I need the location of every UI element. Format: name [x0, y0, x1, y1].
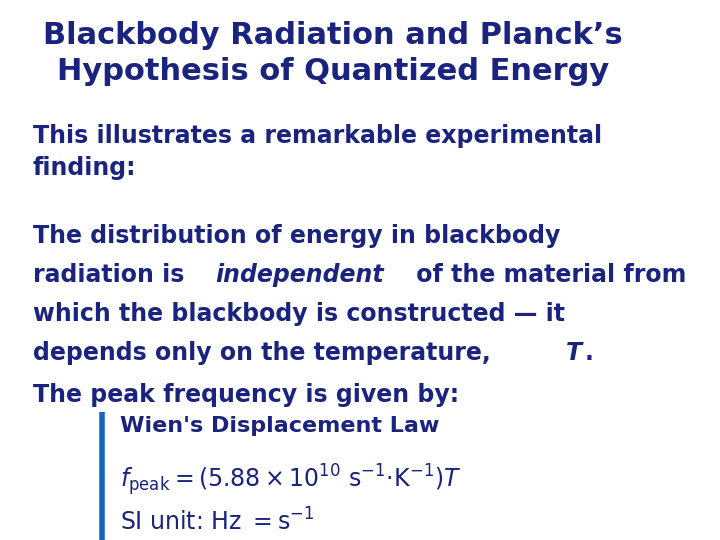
Text: .: .: [584, 341, 593, 365]
Text: T: T: [566, 341, 582, 365]
Text: The distribution of energy in blackbody: The distribution of energy in blackbody: [33, 224, 560, 248]
Text: The peak frequency is given by:: The peak frequency is given by:: [33, 383, 459, 407]
Text: SI unit: Hz $= \mathrm{s}^{-1}$: SI unit: Hz $= \mathrm{s}^{-1}$: [120, 508, 314, 536]
Text: Wien's Displacement Law: Wien's Displacement Law: [120, 416, 439, 436]
Text: depends only on the temperature,: depends only on the temperature,: [33, 341, 499, 365]
Text: This illustrates a remarkable experimental
finding:: This illustrates a remarkable experiment…: [33, 124, 602, 180]
Text: which the blackbody is constructed — it: which the blackbody is constructed — it: [33, 302, 564, 326]
Text: $f_{\mathrm{peak}} = (5.88 \times 10^{10}\ \mathrm{s}^{-1}{\cdot}\mathrm{K}^{-1}: $f_{\mathrm{peak}} = (5.88 \times 10^{10…: [120, 462, 461, 498]
Text: independent: independent: [215, 263, 384, 287]
Text: radiation is: radiation is: [33, 263, 192, 287]
Text: of the material from: of the material from: [408, 263, 687, 287]
Text: Blackbody Radiation and Planck’s
Hypothesis of Quantized Energy: Blackbody Radiation and Planck’s Hypothe…: [43, 21, 623, 86]
